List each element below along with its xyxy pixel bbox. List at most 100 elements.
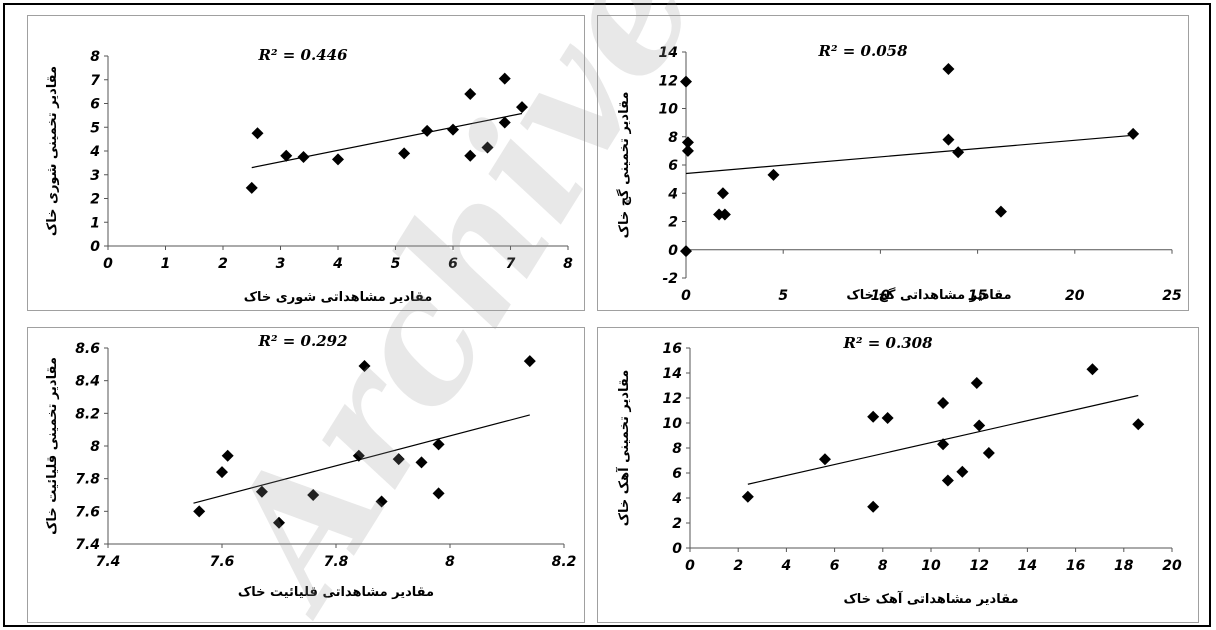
data-point [432, 438, 445, 451]
y-tick-label: 8.4 [75, 374, 100, 390]
y-tick-label: 16 [663, 341, 683, 357]
data-point [273, 516, 285, 529]
data-point [216, 466, 228, 479]
chart-panel-alkalinity: 7.4 7.6 7.8 8 8.2 7.4 7.6 7.8 8 8.2 8.4 8.6 R² = 0.2… [27, 327, 585, 623]
y-axis-title: مقادیر تخمینی آهک خاک [615, 370, 632, 527]
x-tick-label: 7.8 [324, 554, 349, 570]
y-tick-label: 8 [90, 49, 100, 65]
y-tick-label: 2 [90, 192, 100, 208]
data-point [358, 359, 371, 372]
data-point [392, 453, 405, 466]
data-point [681, 144, 694, 157]
data-point [941, 474, 954, 487]
x-tick-label: 5 [391, 256, 401, 272]
x-tick-label: 10 [921, 558, 941, 574]
x-tick-label: 25 [1162, 288, 1182, 304]
x-tick-label: 20 [1065, 288, 1085, 304]
y-tick-label: 6 [90, 97, 100, 113]
x-tick-label: 12 [969, 558, 988, 574]
data-point [1086, 363, 1099, 376]
chart-panel-gypsum: 0 5 10 15 20 25 -2 0 2 4 6 8 10 12 14 R² = 0.058 مقادیر … [597, 15, 1189, 311]
data-point [280, 149, 293, 162]
data-point [464, 149, 477, 162]
data-point [352, 449, 365, 462]
x-axis-title: مقادیر مشاهداتی آهک خاک [843, 590, 1018, 607]
y-tick-label: 8 [90, 439, 100, 455]
x-tick-label: 4 [781, 558, 792, 574]
scatter-chart-lime: 0 2 4 6 8 10 12 14 16 18 20 0 2 4 6 8 10 12 14 16 R² = 0.308… [615, 334, 1182, 607]
x-tick-label: 14 [1018, 558, 1037, 574]
x-tick-label: 20 [1162, 558, 1182, 574]
trendline [251, 112, 523, 169]
data-point [245, 181, 258, 194]
data-point [221, 449, 234, 462]
x-tick-label: 8 [563, 256, 573, 272]
data-point [251, 127, 264, 140]
x-tick-label: 15 [968, 288, 988, 304]
x-tick-label: 2 [218, 256, 228, 272]
x-axis-title: مقادیر مشاهداتی قلیائیت خاک [238, 585, 434, 600]
data-point [332, 153, 344, 166]
r-squared-label: R² = 0.446 [257, 46, 348, 64]
x-tick-label: 16 [1066, 558, 1086, 574]
y-tick-label: 7.6 [75, 504, 100, 520]
y-tick-label: 8 [672, 441, 682, 457]
data-point [867, 410, 880, 423]
data-point [994, 205, 1007, 218]
chart-panel-salinity: 0 1 2 3 4 5 6 7 8 0 1 2 3 4 5 6 7 8 R² = 0.446 مقادیر مشاهد… [27, 15, 585, 311]
x-tick-label: 0 [103, 256, 113, 272]
y-tick-label: 14 [659, 45, 678, 61]
y-tick-label: 3 [90, 168, 100, 184]
r-squared-label: R² = 0.058 [817, 42, 908, 60]
data-point [516, 101, 528, 114]
y-tick-label: 8.6 [75, 341, 100, 357]
y-tick-label: 4 [89, 144, 100, 160]
y-tick-label: 4 [667, 186, 678, 202]
x-tick-label: 7.4 [96, 554, 121, 570]
data-point [1127, 127, 1140, 140]
x-tick-label: 6 [830, 558, 840, 574]
figure-frame: 0 1 2 3 4 5 6 7 8 0 1 2 3 4 5 6 7 8 R² = 0.446 مقادیر مشاهد… [3, 3, 1211, 627]
scatter-chart-salinity: 0 1 2 3 4 5 6 7 8 0 1 2 3 4 5 6 7 8 R² = 0.446 مقادیر مشاهد… [45, 46, 573, 305]
x-tick-label: 7.6 [210, 554, 235, 570]
scatter-chart-alkalinity: 7.4 7.6 7.8 8 8.2 7.4 7.6 7.8 8 8.2 8.4 8.6 R² = 0.2… [45, 332, 576, 600]
chart-panel-lime: 0 2 4 6 8 10 12 14 16 18 20 0 2 4 6 8 10 12 14 16 R² = 0.308… [597, 327, 1199, 623]
y-tick-label: 7.4 [75, 537, 100, 553]
x-tick-label: 7 [506, 256, 516, 272]
x-axis-title: مقادیر مشاهداتی گچ خاک [846, 287, 1011, 303]
x-tick-label: 6 [448, 256, 458, 272]
data-point [464, 88, 477, 100]
x-tick-label: 2 [733, 558, 743, 574]
x-tick-label: 8 [445, 554, 455, 570]
data-point [716, 187, 729, 200]
data-point [741, 490, 754, 503]
y-axis-title: مقادیر تخمینی قلیائیت خاک [45, 357, 60, 535]
x-tick-label: 18 [1114, 558, 1134, 574]
x-tick-label: 3 [276, 256, 286, 272]
y-tick-label: 12 [663, 391, 682, 407]
data-point [193, 505, 206, 518]
data-point [398, 147, 411, 160]
data-point [952, 146, 965, 159]
data-point [942, 133, 955, 146]
data-point [867, 500, 880, 513]
data-point [1132, 418, 1145, 431]
y-tick-label: 2 [668, 215, 678, 231]
y-tick-label: 10 [663, 416, 683, 432]
data-point [818, 453, 831, 466]
y-tick-label: 2 [672, 516, 682, 532]
y-axis-title: مقادیر تخمینی گچ خاک [616, 92, 632, 239]
data-point [680, 75, 692, 88]
y-tick-label: 12 [659, 73, 678, 89]
data-point [498, 116, 511, 129]
data-point [432, 487, 445, 500]
x-axis-title: مقادیر مشاهداتی شوری خاک [244, 290, 433, 305]
data-point [970, 377, 983, 389]
data-point [718, 208, 731, 221]
y-axis-title: مقادیر تخمینی شوری خاک [45, 66, 60, 236]
data-point [973, 419, 986, 432]
data-point [447, 123, 459, 136]
x-tick-label: 10 [871, 288, 891, 304]
y-tick-label: 4 [671, 491, 682, 507]
